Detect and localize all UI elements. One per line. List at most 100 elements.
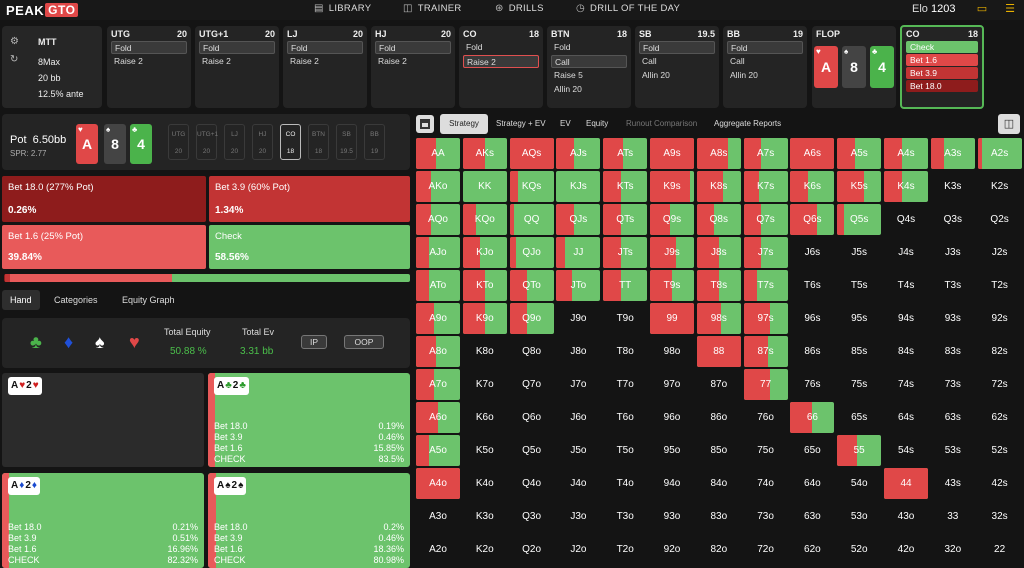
nav-drills[interactable]: ⊛ DRILLS <box>495 3 544 14</box>
range-cell[interactable]: A9o <box>416 303 460 334</box>
range-cell[interactable]: J5o <box>556 435 601 466</box>
range-cell[interactable]: J3o <box>556 501 601 532</box>
range-cell[interactable]: K2o <box>462 534 507 565</box>
position-option[interactable]: Call <box>551 55 627 68</box>
range-cell[interactable]: 55 <box>837 435 882 466</box>
action-check-3[interactable]: Check 58.56% <box>209 225 410 269</box>
position-card-sb[interactable]: SB 19.5 Fold Call Allin 20 <box>635 26 719 108</box>
range-cell[interactable]: 52o <box>837 534 882 565</box>
range-cell[interactable]: 84s <box>884 336 928 367</box>
range-cell[interactable]: 95o <box>650 435 694 466</box>
range-cell[interactable]: J4o <box>556 468 601 499</box>
range-cell[interactable]: 96o <box>650 402 694 433</box>
menu-icon[interactable]: ☰ <box>1005 3 1015 15</box>
range-cell[interactable]: AJo <box>416 237 460 268</box>
range-cell[interactable]: K8s <box>696 171 741 202</box>
range-cell[interactable]: QQ <box>509 204 554 235</box>
range-cell[interactable]: 98s <box>696 303 741 334</box>
range-cell[interactable]: K6o <box>462 402 507 433</box>
current-option[interactable]: Bet 3.9 <box>906 67 978 79</box>
range-cell[interactable]: T6o <box>603 402 648 433</box>
range-cell[interactable]: J6o <box>556 402 601 433</box>
range-cell[interactable]: J9s <box>650 237 694 268</box>
club-icon[interactable]: ♣ <box>30 332 42 352</box>
tab-strategy[interactable]: Strategy <box>440 114 488 134</box>
range-cell[interactable]: T7s <box>743 270 788 301</box>
range-cell[interactable]: J9o <box>556 303 601 334</box>
spade-icon[interactable]: ♠ <box>95 332 105 352</box>
range-cell[interactable]: T6s <box>790 270 835 301</box>
range-cell[interactable]: QJo <box>509 237 554 268</box>
refresh-icon[interactable]: ↻ <box>10 54 19 65</box>
range-cell[interactable]: KJo <box>462 237 507 268</box>
range-cell[interactable]: 53s <box>930 435 975 466</box>
combo-card[interactable]: A ♠ 2 ♠ Bet 18.0 0.2% Bet 3.9 0.46% Bet 1.6 18.36… <box>208 473 410 568</box>
position-option[interactable]: Raise 2 <box>378 56 407 66</box>
range-cell[interactable]: 62o <box>790 534 835 565</box>
range-cell[interactable]: 33 <box>930 501 975 532</box>
position-card-co[interactable]: CO 18 Fold Raise 2 <box>459 26 543 108</box>
range-cell[interactable]: 97o <box>650 369 694 400</box>
tab-equity-graph[interactable]: Equity Graph <box>122 295 175 305</box>
range-cell[interactable]: J5s <box>837 237 882 268</box>
position-option[interactable]: Fold <box>466 42 483 52</box>
range-cell[interactable]: ATs <box>603 138 648 169</box>
range-cell[interactable]: AKo <box>416 171 460 202</box>
range-cell[interactable]: 92s <box>977 303 1022 334</box>
range-cell[interactable]: 62s <box>977 402 1022 433</box>
range-cell[interactable]: 65o <box>790 435 835 466</box>
position-option[interactable]: Fold <box>111 41 187 54</box>
range-cell[interactable]: AA <box>416 138 460 169</box>
nav-drill-of-the-day[interactable]: ◷ DRILL OF THE DAY <box>576 3 680 14</box>
range-cell[interactable]: J6s <box>790 237 835 268</box>
range-cell[interactable]: Q8o <box>509 336 554 367</box>
range-cell[interactable]: K3o <box>462 501 507 532</box>
range-cell[interactable]: 32s <box>977 501 1022 532</box>
range-cell[interactable]: 72o <box>743 534 788 565</box>
range-cell[interactable]: T5o <box>603 435 648 466</box>
range-cell[interactable]: K2s <box>977 171 1022 202</box>
range-cell[interactable]: 74o <box>743 468 788 499</box>
combo-card[interactable]: A ♦ 2 ♦ Bet 18.0 0.21% Bet 3.9 0.51% Bet 1.6 16.9… <box>2 473 204 568</box>
range-cell[interactable]: 77 <box>743 369 788 400</box>
position-option[interactable]: Allin 20 <box>642 70 670 80</box>
range-cell[interactable]: 85o <box>696 435 741 466</box>
range-cell[interactable]: K9o <box>462 303 507 334</box>
range-cell[interactable]: Q8s <box>696 204 741 235</box>
range-cell[interactable]: T9s <box>650 270 694 301</box>
layout-toggle[interactable] <box>416 115 434 133</box>
range-cell[interactable]: 87s <box>743 336 788 367</box>
nav-library[interactable]: ▤ LIBRARY <box>314 3 371 14</box>
position-option[interactable]: Raise 2 <box>202 56 231 66</box>
range-cell[interactable]: 83o <box>696 501 741 532</box>
range-cell[interactable]: ATo <box>416 270 460 301</box>
range-cell[interactable]: A4s <box>884 138 928 169</box>
range-cell[interactable]: A6s <box>790 138 835 169</box>
range-cell[interactable]: J8o <box>556 336 601 367</box>
range-cell[interactable]: A8s <box>696 138 741 169</box>
range-cell[interactable]: T8s <box>696 270 741 301</box>
range-cell[interactable]: KK <box>462 171 507 202</box>
tab-strategy-ev[interactable]: Strategy + EV <box>496 119 546 128</box>
position-option[interactable]: Allin 20 <box>554 84 582 94</box>
range-cell[interactable]: Q2o <box>509 534 554 565</box>
range-cell[interactable]: JTs <box>603 237 648 268</box>
range-cell[interactable]: T4s <box>884 270 928 301</box>
range-cell[interactable]: J2o <box>556 534 601 565</box>
range-cell[interactable]: J7s <box>743 237 788 268</box>
range-cell[interactable]: 94s <box>884 303 928 334</box>
gear-icon[interactable]: ⚙ <box>10 36 19 47</box>
range-cell[interactable]: 66 <box>790 402 835 433</box>
range-cell[interactable]: 73s <box>930 369 975 400</box>
position-card-bb[interactable]: BB 19 Fold Call Allin 20 <box>723 26 807 108</box>
range-cell[interactable]: 42o <box>884 534 928 565</box>
position-option[interactable]: Raise 5 <box>554 70 583 80</box>
range-cell[interactable]: Q6o <box>509 402 554 433</box>
range-cell[interactable]: K4s <box>884 171 928 202</box>
range-cell[interactable]: 52s <box>977 435 1022 466</box>
range-cell[interactable]: 95s <box>837 303 882 334</box>
range-cell[interactable]: 63s <box>930 402 975 433</box>
range-cell[interactable]: Q7o <box>509 369 554 400</box>
current-position-card[interactable]: CO 18 Check Bet 1.6 Bet 3.9 Bet 18.0 <box>900 25 984 109</box>
mini-position[interactable]: UTG+1 20 <box>196 124 218 160</box>
